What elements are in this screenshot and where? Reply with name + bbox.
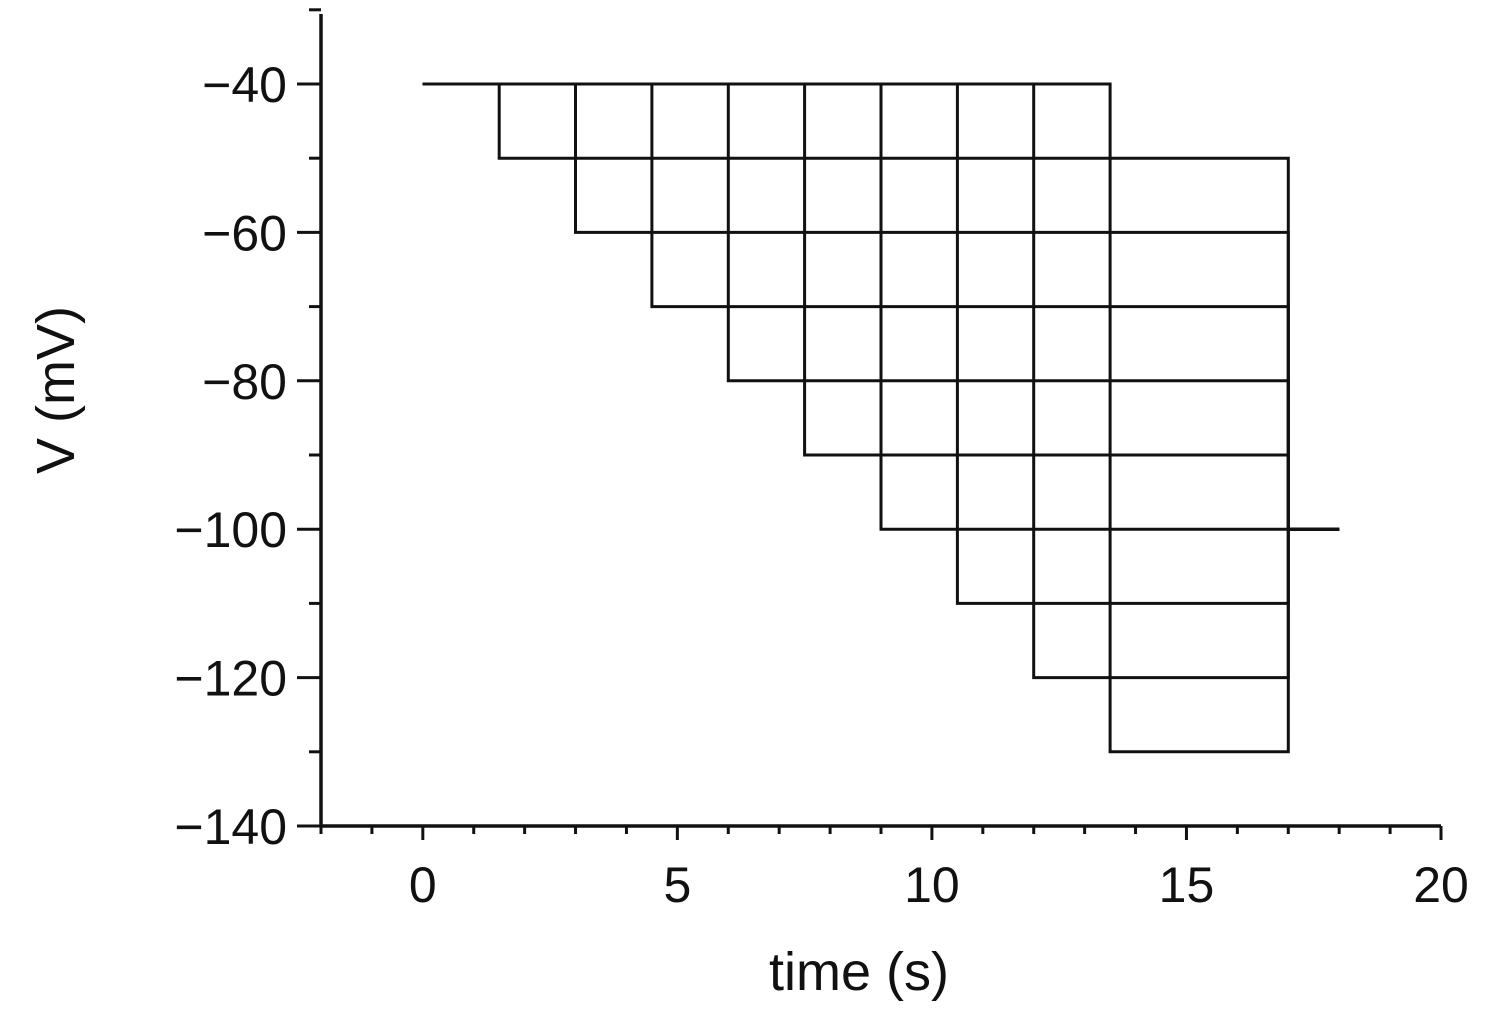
x-tick-label: 15 xyxy=(1159,857,1215,913)
x-axis-title: time (s) xyxy=(769,942,949,1002)
y-tick-label: −100 xyxy=(174,502,287,558)
y-tick-label: −60 xyxy=(202,205,287,261)
x-tick-label: 10 xyxy=(904,857,960,913)
ticks: −140 −120 −100 −80 −60 −40 0 5 10 15 20 xyxy=(174,8,1469,913)
y-tick-label: −80 xyxy=(202,354,287,410)
y-tick-label: −40 xyxy=(202,57,287,113)
y-tick-label: −140 xyxy=(174,799,287,855)
y-tick-label: −120 xyxy=(174,651,287,707)
y-axis-title: V (mV) xyxy=(26,306,86,474)
traces xyxy=(422,82,1340,754)
x-tick-label: 20 xyxy=(1413,857,1469,913)
x-tick-label: 5 xyxy=(663,857,691,913)
trace-9 xyxy=(422,82,1340,754)
x-tick-label: 0 xyxy=(409,857,437,913)
